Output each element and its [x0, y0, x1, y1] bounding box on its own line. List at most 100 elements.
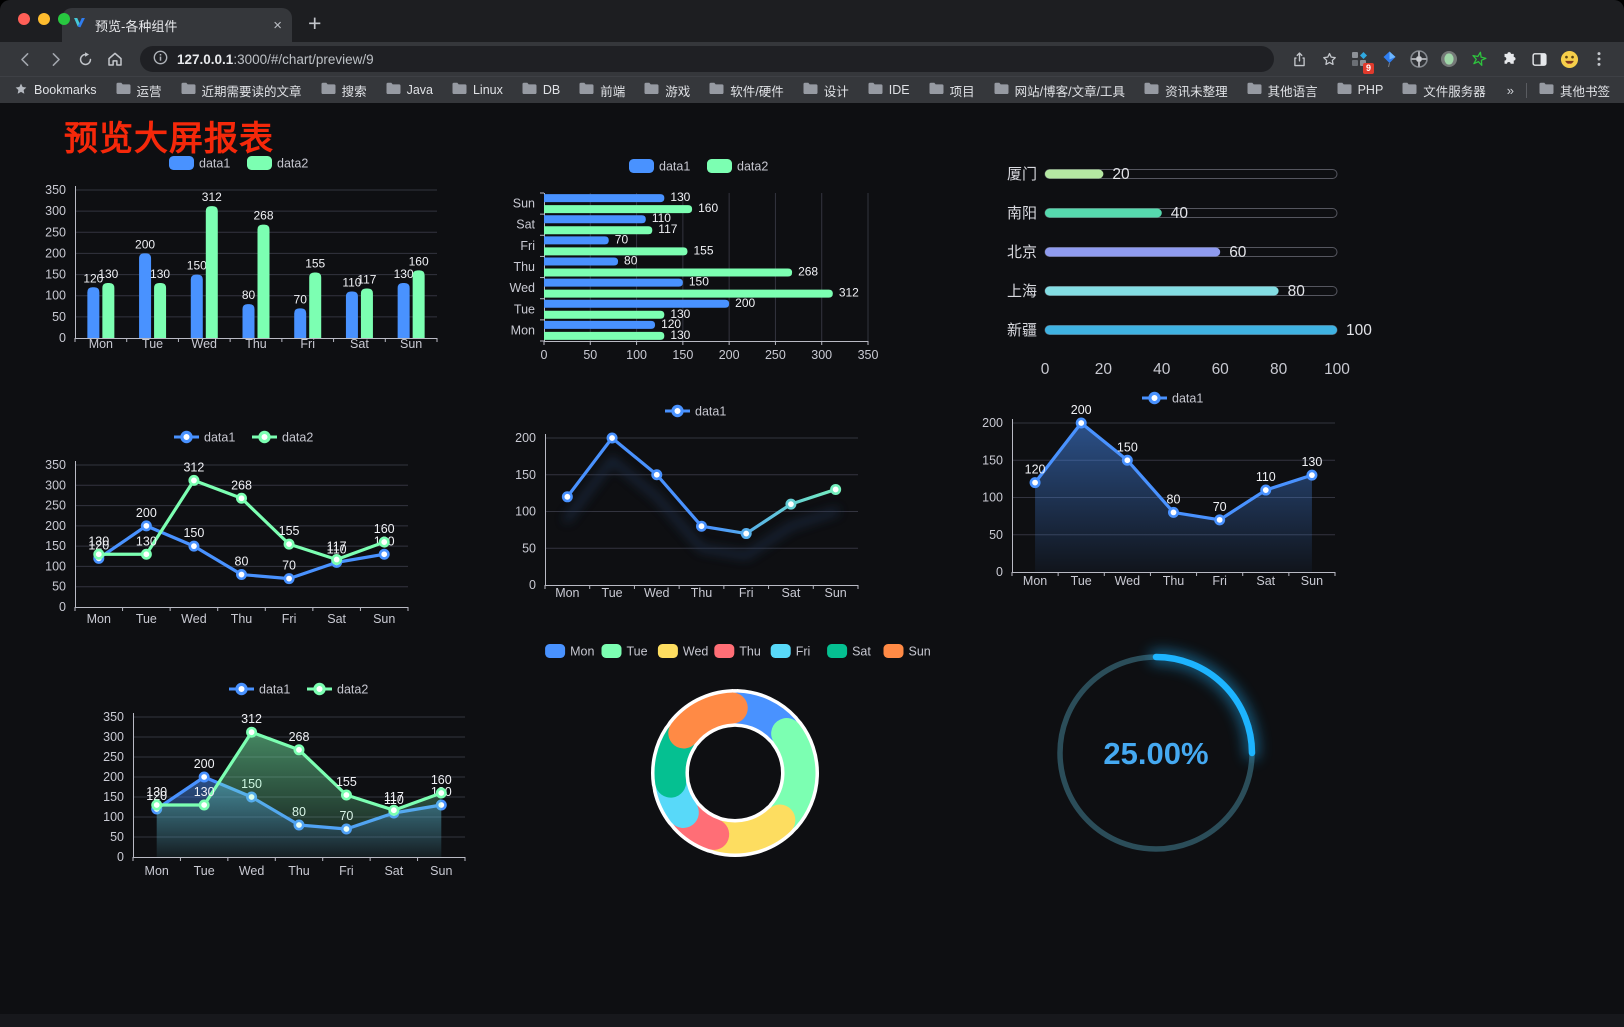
browser-tab[interactable]: 预览-各种组件 × [62, 8, 292, 42]
bookmark-folder[interactable]: Java [386, 82, 433, 98]
wheel-extension-icon[interactable] [1406, 46, 1432, 72]
chart-city-progress[interactable]: 厦门 20 南阳 40 北京 60 上海 80 新疆 100 0 20 40 60 80 100 [1007, 166, 1372, 378]
green-star-extension-icon[interactable] [1466, 46, 1492, 72]
data-point[interactable] [198, 771, 210, 783]
bookmark-folder[interactable]: 搜索 [321, 81, 367, 100]
data-point[interactable] [695, 520, 707, 532]
bookmark-folder[interactable]: Linux [452, 82, 503, 98]
bookmark-folder[interactable]: IDE [868, 82, 910, 98]
back-button[interactable] [10, 45, 40, 73]
legend-item-data2[interactable]: data2 [707, 159, 768, 174]
data-point[interactable] [785, 498, 797, 510]
bookmark-folder[interactable]: DB [522, 82, 560, 98]
data-point[interactable] [378, 536, 390, 548]
site-info-icon[interactable] [153, 50, 168, 68]
home-button[interactable] [100, 45, 130, 73]
legend-item-data1[interactable]: data1 [629, 159, 690, 174]
bookmark-folder[interactable]: 文件服务器 [1402, 81, 1486, 100]
legend-item-data2[interactable]: data2 [247, 156, 308, 171]
bookmark-folder[interactable]: 设计 [803, 81, 849, 100]
progress-row-新疆[interactable]: 新疆 100 [1007, 322, 1372, 339]
bookmark-folder[interactable]: 网站/博客/文章/工具 [994, 81, 1125, 100]
bookmark-folder[interactable]: 资讯未整理 [1144, 81, 1228, 100]
legend-item-data1[interactable]: data1 [1142, 392, 1203, 406]
pie-slice-Sun[interactable] [668, 692, 748, 749]
bookmark-folder[interactable]: 其他语言 [1247, 81, 1318, 100]
chart-bar-horizontal[interactable]: data1 data2 0 50 100 150 200 250 300 350 Sun 130 160… [510, 159, 879, 362]
data-point[interactable] [651, 469, 663, 481]
legend-item-Thu[interactable]: Thu [714, 644, 761, 659]
sidebar-toggle-icon[interactable] [1526, 46, 1552, 72]
bookmark-folder[interactable]: 运营 [116, 81, 162, 100]
bookmark-folder[interactable]: 游戏 [644, 81, 690, 100]
progress-row-上海[interactable]: 上海 80 [1007, 283, 1338, 300]
data-point[interactable] [1029, 477, 1041, 489]
progress-row-南阳[interactable]: 南阳 40 [1007, 205, 1338, 222]
data-point[interactable] [140, 520, 152, 532]
data-point[interactable] [198, 799, 210, 811]
data-point[interactable] [378, 548, 390, 560]
data-point[interactable] [1214, 514, 1226, 526]
data-point[interactable] [293, 744, 305, 756]
extension-grid-icon[interactable]: 9 [1346, 46, 1374, 74]
chart-bar-grouped[interactable]: data1 data2 0 50 100 150 200 250 300 350 Mon Tue Wed… [45, 156, 438, 351]
data-point[interactable] [331, 554, 343, 566]
puzzle-extension-icon[interactable] [1496, 46, 1522, 72]
share-button[interactable] [1284, 45, 1314, 73]
emoji-extension-icon[interactable] [1556, 46, 1582, 72]
address-bar[interactable]: 127.0.0.1:3000/#/chart/preview/9 [140, 46, 1274, 72]
data-point[interactable] [188, 474, 200, 486]
legend-item-Mon[interactable]: Mon [545, 644, 594, 659]
tab-close-icon[interactable]: × [273, 16, 282, 34]
chart-area-two-series[interactable]: data1 data2 0 50 100 150 200 250 300 350 Mon Tue Wed… [103, 683, 466, 879]
bookmark-folder[interactable]: 项目 [929, 81, 975, 100]
data-point[interactable] [435, 787, 447, 799]
kite-extension-icon[interactable] [1376, 46, 1402, 72]
maximize-window-button[interactable] [58, 13, 70, 25]
chart-donut[interactable]: Mon Tue Wed Thu Fri Sat Sun [545, 644, 931, 857]
legend-item-Sat[interactable]: Sat [827, 644, 871, 659]
bookmarks-manager-item[interactable]: Bookmarks [14, 82, 97, 99]
data-point[interactable] [1168, 506, 1180, 518]
chart-line-two-series[interactable]: data1 data2 0 50 100 150 200 250 300 350 Mon Tue Wed… [45, 431, 409, 627]
legend-item-data1[interactable]: data1 [665, 405, 726, 419]
data-point[interactable] [188, 540, 200, 552]
bookmark-folder[interactable]: 近期需要读的文章 [181, 81, 302, 100]
new-tab-button[interactable]: + [308, 10, 322, 36]
legend-item-data1[interactable]: data1 [169, 156, 230, 171]
data-point[interactable] [561, 491, 573, 503]
pie-slice-Tue[interactable] [768, 718, 816, 832]
data-point[interactable] [1075, 417, 1087, 429]
data-point[interactable] [606, 432, 618, 444]
bookmark-folder[interactable]: 前端 [579, 81, 625, 100]
bookmark-folder[interactable]: 软件/硬件 [709, 81, 784, 100]
data-point[interactable] [830, 483, 842, 495]
data-point[interactable] [1260, 484, 1272, 496]
data-point[interactable] [151, 799, 163, 811]
data-point[interactable] [236, 492, 248, 504]
legend-item-data2[interactable]: data2 [252, 431, 313, 445]
data-point[interactable] [1306, 469, 1318, 481]
legend-item-data1[interactable]: data1 [174, 431, 235, 445]
chart-line-gradient[interactable]: data1 0 50 100 150 200 Mon Tue Wed Thu Fri Sat Sun [515, 405, 859, 601]
data-point[interactable] [283, 573, 295, 585]
minimize-window-button[interactable] [38, 13, 50, 25]
chart-gauge[interactable]: 25.00% [1057, 650, 1259, 852]
data-point[interactable] [340, 789, 352, 801]
reload-button[interactable] [70, 45, 100, 73]
data-point[interactable] [740, 528, 752, 540]
legend-item-Wed[interactable]: Wed [657, 644, 709, 659]
legend-item-Tue[interactable]: Tue [601, 644, 648, 659]
other-bookmarks-folder[interactable]: 其他书签 [1539, 81, 1610, 100]
data-point[interactable] [93, 548, 105, 560]
bookmark-star-button[interactable] [1314, 45, 1344, 73]
data-point[interactable] [283, 538, 295, 550]
legend-item-Fri[interactable]: Fri [770, 644, 811, 659]
legend-item-data2[interactable]: data2 [307, 683, 368, 697]
legend-item-data1[interactable]: data1 [229, 683, 290, 697]
data-point[interactable] [388, 804, 400, 816]
chart-area-single[interactable]: data1 0 50 100 150 200 Mon Tue Wed Thu Fri Sat Sun 12… [982, 392, 1336, 589]
data-point[interactable] [246, 726, 258, 738]
bookmark-folder[interactable]: PHP [1337, 82, 1383, 98]
legend-item-Sun[interactable]: Sun [883, 644, 931, 659]
